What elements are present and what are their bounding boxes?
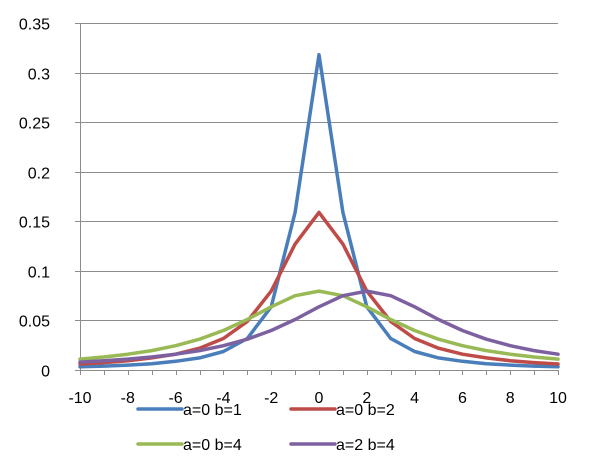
y-tick-label: 0.35 bbox=[19, 17, 50, 34]
series-line-3 bbox=[78, 289, 560, 361]
series-line-4 bbox=[78, 289, 560, 364]
y-tick-label: 0 bbox=[41, 364, 50, 381]
legend-label-3: a=0 b=4 bbox=[183, 437, 242, 454]
axes bbox=[75, 23, 559, 375]
x-tick-labels: -10 -8 -6 -4 -2 0 2 4 6 8 10 bbox=[68, 390, 567, 407]
series-line-2 bbox=[78, 210, 560, 366]
x-tick-label: 0 bbox=[315, 390, 324, 407]
series-line-1 bbox=[78, 52, 560, 369]
y-tick-label: 0.05 bbox=[19, 314, 50, 331]
x-tick-label: 6 bbox=[458, 390, 467, 407]
y-tick-label: 0.15 bbox=[19, 215, 50, 232]
x-tick-label: 2 bbox=[362, 390, 371, 407]
x-tick-label: 8 bbox=[506, 390, 515, 407]
x-tick-label: 4 bbox=[410, 390, 419, 407]
x-tick-label: -6 bbox=[168, 390, 182, 407]
y-tick-label: 0.3 bbox=[28, 67, 50, 84]
x-tick-label: -8 bbox=[121, 390, 135, 407]
gridlines bbox=[80, 23, 558, 321]
x-tick-label: -10 bbox=[68, 390, 91, 407]
x-tick-label: -2 bbox=[264, 390, 278, 407]
y-tick-label: 0.1 bbox=[28, 265, 50, 282]
legend-label-1: a=0 b=1 bbox=[183, 402, 242, 419]
legend-label-4: a=2 b=4 bbox=[336, 437, 395, 454]
series-lines bbox=[78, 52, 560, 369]
y-tick-label: 0.25 bbox=[19, 116, 50, 133]
y-tick-label: 0.2 bbox=[28, 166, 50, 183]
legend: a=0 b=1 a=0 b=2 a=0 b=4 a=2 b=4 bbox=[136, 402, 395, 454]
x-tick-label: 10 bbox=[549, 390, 567, 407]
x-tick-label: -4 bbox=[216, 390, 230, 407]
y-tick-labels: 0 0.05 0.1 0.15 0.2 0.25 0.3 0.35 bbox=[19, 17, 50, 381]
legend-label-2: a=0 b=2 bbox=[336, 402, 395, 419]
